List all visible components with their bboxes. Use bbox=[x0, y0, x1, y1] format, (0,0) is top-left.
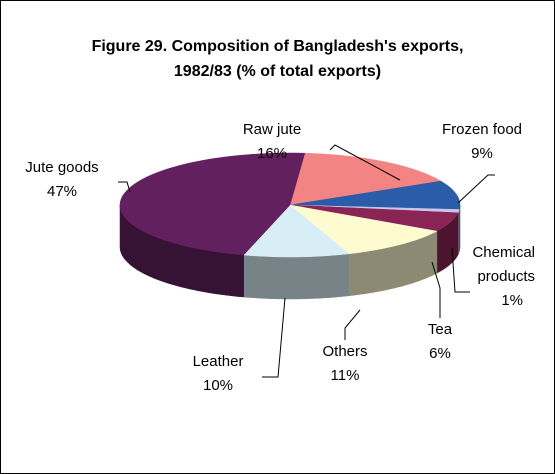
data-label: Raw jute 16% bbox=[232, 118, 312, 166]
slice bbox=[243, 204, 350, 258]
leader-line bbox=[344, 309, 361, 340]
data-label: Chemical products 1% bbox=[455, 241, 535, 313]
leader-line bbox=[457, 174, 495, 204]
data-label: Jute goods 47% bbox=[12, 156, 112, 204]
value-label: 9% bbox=[471, 145, 493, 162]
value-label: 1% bbox=[501, 292, 523, 309]
data-label: Others 11% bbox=[305, 340, 385, 388]
category-label: Chemical products bbox=[472, 244, 535, 285]
data-label: Tea 6% bbox=[410, 318, 470, 366]
category-label: Raw jute bbox=[242, 121, 302, 138]
data-label: Frozen food 9% bbox=[432, 118, 532, 166]
value-label: 10% bbox=[202, 377, 234, 394]
category-label: Tea bbox=[427, 321, 453, 338]
leader-line bbox=[451, 247, 470, 293]
slice bbox=[289, 180, 461, 210]
slice bbox=[289, 204, 438, 255]
category-label: Jute goods bbox=[25, 159, 99, 176]
category-label: Leather bbox=[192, 353, 244, 370]
value-label: 11% bbox=[330, 367, 360, 384]
slice bbox=[289, 204, 459, 232]
category-label: Others bbox=[322, 343, 368, 360]
category-label: Frozen food bbox=[441, 121, 523, 138]
leader-line bbox=[262, 297, 286, 378]
value-label: 6% bbox=[429, 345, 451, 362]
chart-title: Figure 29. Composition of Bangladesh's e… bbox=[91, 38, 464, 80]
slice bbox=[289, 152, 442, 206]
slice-side bbox=[243, 253, 349, 300]
value-label: 16% bbox=[256, 145, 288, 162]
leader-line bbox=[329, 144, 401, 181]
data-label: Leather 10% bbox=[178, 350, 258, 398]
slice bbox=[119, 152, 306, 256]
leader-line bbox=[118, 181, 131, 193]
value-label: 47% bbox=[46, 183, 78, 200]
leader-line bbox=[431, 261, 441, 318]
